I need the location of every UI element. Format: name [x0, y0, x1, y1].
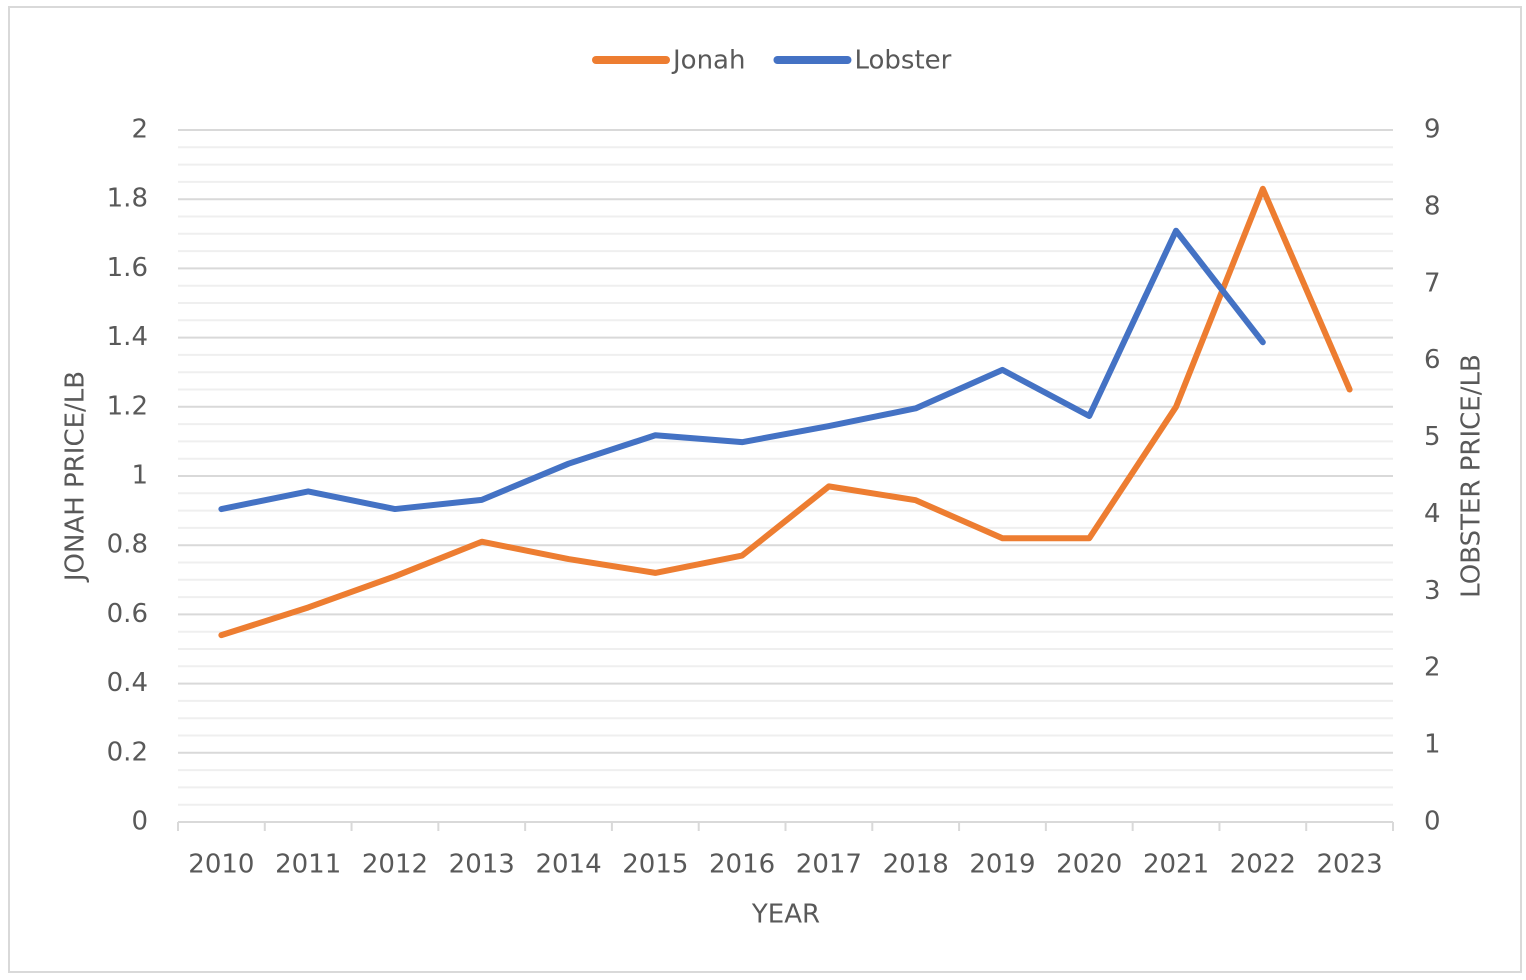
legend-label: Lobster [854, 46, 951, 76]
x-tick-label: 2020 [1056, 850, 1122, 880]
y2-tick-label: 9 [1424, 115, 1441, 145]
x-tick-label: 2014 [535, 850, 601, 880]
y-tick-label: 1.8 [107, 184, 148, 214]
x-tick-label: 2017 [796, 850, 862, 880]
y2-tick-label: 2 [1424, 653, 1441, 683]
y-tick-label: 0.2 [107, 737, 148, 767]
x-tick-label: 2013 [449, 850, 515, 880]
y2-tick-label: 0 [1424, 807, 1441, 837]
y2-tick-label: 7 [1424, 268, 1441, 298]
x-tick-label: 2011 [275, 850, 341, 880]
y-tick-label: 1.2 [107, 391, 148, 421]
x-tick-label: 2015 [622, 850, 688, 880]
y-tick-label: 1.6 [107, 253, 148, 283]
x-tick-label: 2023 [1317, 850, 1383, 880]
y-tick-label: 0 [131, 807, 148, 837]
y-tick-label: 0.6 [107, 599, 148, 629]
y2-tick-label: 5 [1424, 422, 1441, 452]
x-tick-label: 2012 [362, 850, 428, 880]
y-tick-label: 2 [131, 115, 148, 145]
x-tick-label: 2022 [1230, 850, 1296, 880]
series-line [218, 227, 1266, 513]
chart-frame [8, 6, 1522, 973]
x-tick-label: 2021 [1143, 850, 1209, 880]
y2-tick-label: 8 [1424, 191, 1441, 221]
x-tick-label: 2018 [883, 850, 949, 880]
y-tick-label: 1 [131, 461, 148, 491]
series-line [218, 185, 1353, 639]
y2-axis-title: LOBSTER PRICE/LB [1457, 354, 1487, 598]
y2-tick-label: 4 [1424, 499, 1441, 529]
y-tick-label: 0.4 [107, 668, 148, 698]
y-axis-title: JONAH PRICE/LB [61, 371, 91, 583]
y2-tick-label: 3 [1424, 576, 1441, 606]
y-tick-label: 0.8 [107, 530, 148, 560]
y2-tick-label: 1 [1424, 730, 1441, 760]
x-tick-label: 2016 [709, 850, 775, 880]
legend-label: Jonah [671, 46, 745, 76]
x-tick-label: 2019 [969, 850, 1035, 880]
x-axis-title: YEAR [751, 900, 820, 930]
x-tick-label: 2010 [188, 850, 254, 880]
y2-tick-label: 6 [1424, 345, 1441, 375]
y-tick-label: 1.4 [107, 322, 148, 352]
